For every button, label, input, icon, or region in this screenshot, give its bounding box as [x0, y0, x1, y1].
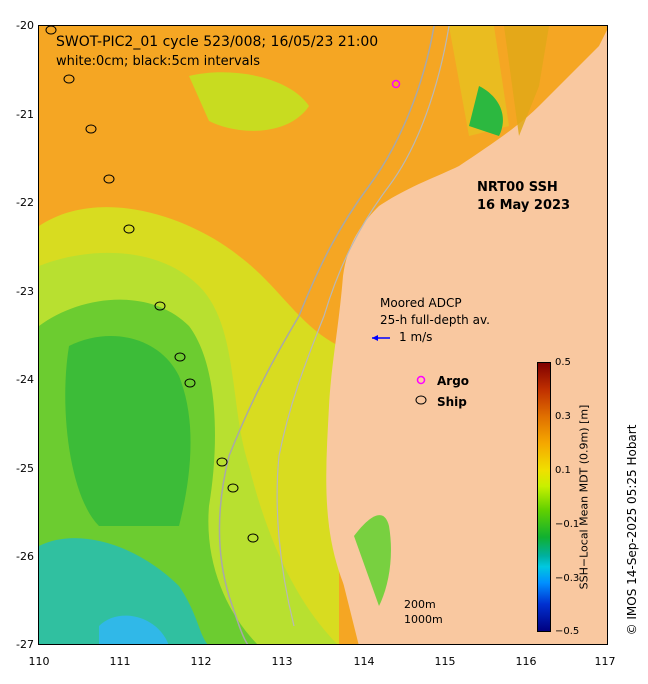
legend-icons — [415, 375, 427, 405]
y-tick: -26 — [16, 550, 34, 563]
x-tick: 114 — [353, 655, 375, 668]
y-tick: -24 — [16, 373, 34, 386]
swot-low-green — [469, 86, 503, 136]
ssh-contour-cyan — [99, 615, 169, 644]
ship-marker — [85, 124, 97, 134]
ssh-contour-teal — [39, 538, 208, 644]
y-tick: -21 — [16, 108, 34, 121]
colorbar-tick: −0.1 — [555, 519, 580, 530]
ship-marker — [103, 174, 115, 184]
adcp-label-sub: 25-h full-depth av. — [380, 313, 490, 327]
map-panel — [38, 25, 608, 645]
ssh-low-core — [65, 336, 191, 526]
adcp-label: Moored ADCP — [380, 296, 462, 310]
y-tick: -27 — [16, 638, 34, 651]
y-tick: -22 — [16, 196, 34, 209]
y-tick: -20 — [16, 19, 34, 32]
ship-marker — [227, 483, 239, 493]
y-tick: -25 — [16, 462, 34, 475]
colorbar-tick: −0.3 — [555, 573, 580, 584]
x-tick: 117 — [594, 655, 616, 668]
vector-scale-label: 1 m/s — [399, 330, 433, 344]
isobath-1000-label: 1000m — [404, 613, 443, 626]
ssh-contour-upper-yellow — [189, 72, 309, 131]
x-tick: 115 — [434, 655, 456, 668]
adcp-vector-head — [372, 335, 378, 341]
argo-marker — [391, 79, 401, 89]
swot-swath-right — [504, 26, 549, 136]
colorbar-tick: −0.5 — [555, 626, 580, 637]
map-subtitle: white:0cm; black:5cm intervals — [56, 54, 260, 69]
product-label: NRT00 SSH — [477, 180, 558, 195]
colorbar-tick: 0.1 — [555, 465, 571, 476]
isobath-1000m — [218, 26, 435, 644]
isobath-200m — [276, 26, 450, 627]
credit-label: © IMOS 14-Sep-2025 05:25 Hobart — [625, 424, 639, 636]
x-tick: 113 — [271, 655, 293, 668]
shark-bay-green — [354, 515, 391, 606]
x-tick: 112 — [190, 655, 212, 668]
ship-marker — [174, 352, 186, 362]
x-tick: 110 — [28, 655, 50, 668]
ship-marker — [123, 224, 135, 234]
ship-marker — [63, 74, 75, 84]
argo-legend-icon — [416, 375, 426, 385]
colorbar-label: SSH−Local Mean MDT (0.9m) [m] — [577, 404, 591, 590]
colorbar-tick: 0.3 — [555, 411, 571, 422]
y-tick: -23 — [16, 285, 34, 298]
ship-marker — [184, 378, 196, 388]
ship-markers — [45, 26, 259, 543]
ship-marker — [247, 533, 259, 543]
isobath-200-label: 200m — [404, 598, 436, 611]
ship-marker — [216, 457, 228, 467]
ship-marker — [45, 26, 57, 35]
x-tick: 116 — [515, 655, 537, 668]
ship-marker — [154, 301, 166, 311]
land-mass — [326, 30, 607, 644]
colorbar-tick: 0.5 — [555, 357, 571, 368]
shark-bay-peninsula — [329, 496, 384, 626]
argo-legend-label: Argo — [437, 374, 470, 388]
ship-legend-icon — [415, 395, 427, 405]
ship-legend-label: Ship — [437, 395, 467, 409]
date-label: 16 May 2023 — [477, 198, 571, 213]
x-tick: 111 — [109, 655, 131, 668]
colorbar — [537, 362, 551, 632]
map-title: SWOT-PIC2_01 cycle 523/008; 16/05/23 21:… — [56, 34, 379, 50]
ssh-map — [39, 26, 607, 644]
